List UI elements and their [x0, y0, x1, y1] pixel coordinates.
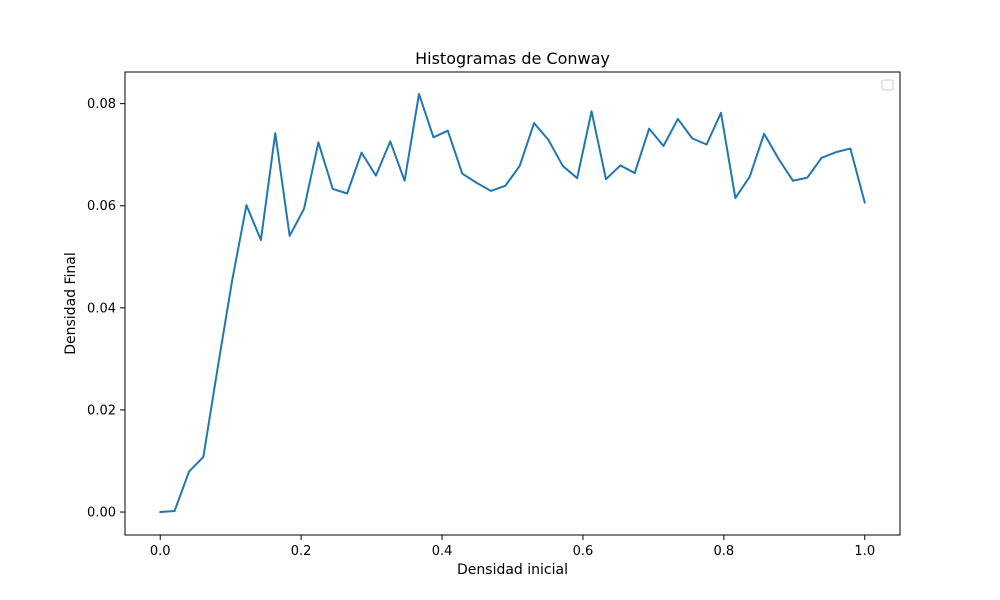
x-tick-label: 0.2: [291, 544, 312, 559]
plot-area-frame: [124, 71, 901, 536]
x-tick-label: 0.8: [714, 544, 735, 559]
y-tick-label: 0.02: [87, 403, 116, 418]
chart-title: Histogramas de Conway: [415, 49, 610, 68]
y-axis: 0.00 0.02 0.04 0.06 0.08: [87, 97, 125, 521]
x-tick-label: 0.6: [573, 544, 594, 559]
y-axis-label: Densidad Final: [63, 252, 79, 355]
legend-box: [881, 79, 894, 91]
x-axis-label: Densidad inicial: [457, 562, 568, 578]
y-tick-label: 0.06: [87, 199, 116, 214]
x-tick-label: 0.4: [432, 544, 453, 559]
series-line: [159, 92, 866, 514]
y-tick-label: 0.08: [87, 97, 116, 112]
x-tick-label: 0.0: [150, 544, 171, 559]
series-layer: [159, 92, 866, 514]
y-tick-label: 0.04: [87, 301, 116, 316]
x-axis: 0.0 0.2 0.4 0.6 0.8 1.0: [150, 535, 875, 559]
y-tick-label: 0.00: [87, 506, 116, 521]
x-tick-label: 1.0: [854, 544, 875, 559]
